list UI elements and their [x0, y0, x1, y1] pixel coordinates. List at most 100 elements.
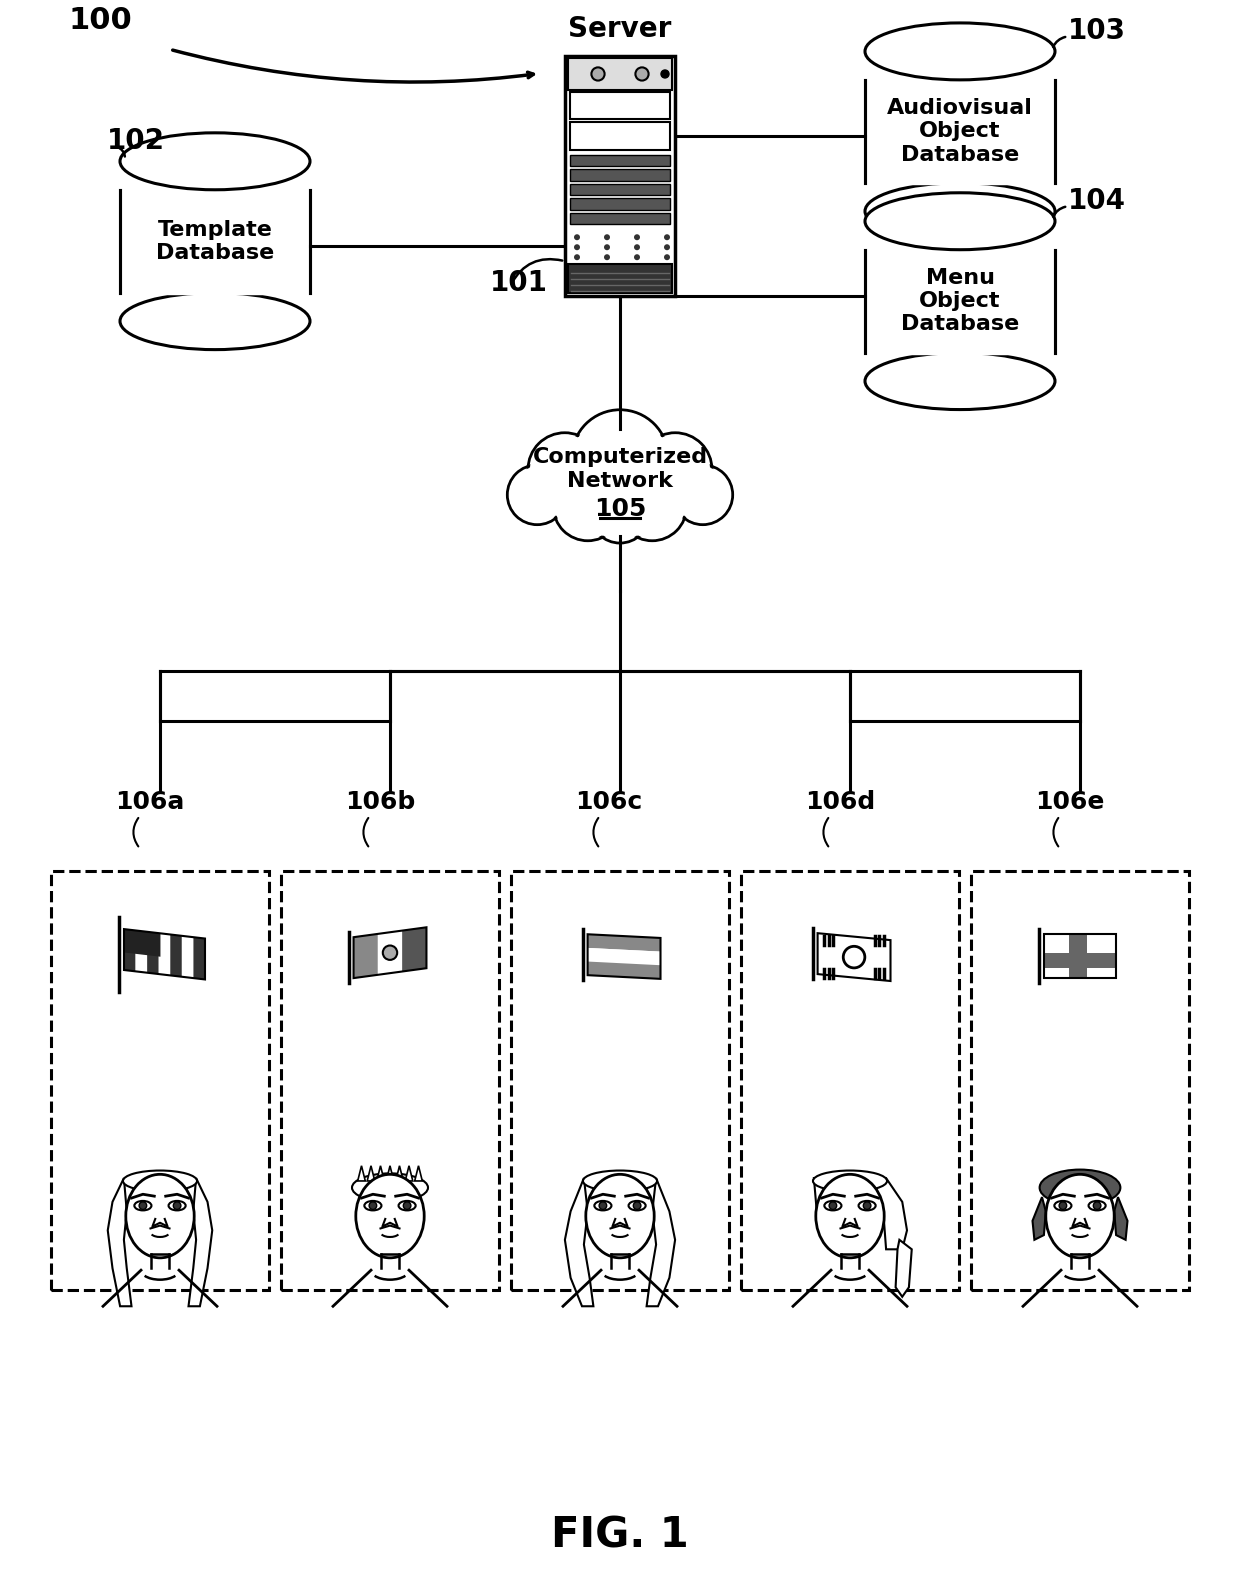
Ellipse shape: [1089, 1201, 1106, 1210]
FancyBboxPatch shape: [565, 57, 675, 297]
Polygon shape: [124, 929, 160, 956]
FancyBboxPatch shape: [570, 92, 670, 119]
FancyBboxPatch shape: [570, 170, 670, 181]
Circle shape: [574, 412, 666, 504]
Polygon shape: [124, 929, 135, 971]
Circle shape: [663, 244, 670, 251]
Ellipse shape: [858, 1201, 875, 1210]
Circle shape: [639, 433, 712, 506]
Ellipse shape: [816, 1174, 884, 1258]
Ellipse shape: [120, 133, 310, 190]
Circle shape: [590, 484, 650, 542]
Circle shape: [675, 466, 730, 523]
Polygon shape: [1033, 1197, 1045, 1240]
Ellipse shape: [356, 1174, 424, 1258]
Ellipse shape: [583, 1170, 657, 1191]
Ellipse shape: [169, 1201, 186, 1210]
Ellipse shape: [1039, 1169, 1121, 1205]
Ellipse shape: [634, 1202, 641, 1210]
Ellipse shape: [866, 352, 1055, 409]
Circle shape: [507, 465, 567, 525]
Circle shape: [640, 435, 711, 504]
Ellipse shape: [352, 1174, 428, 1202]
Ellipse shape: [398, 1201, 415, 1210]
Text: 106a: 106a: [115, 790, 185, 814]
Ellipse shape: [370, 1202, 377, 1210]
Ellipse shape: [123, 1170, 197, 1191]
Text: 102: 102: [107, 127, 165, 155]
Polygon shape: [1115, 1197, 1127, 1240]
Polygon shape: [866, 79, 1055, 182]
Ellipse shape: [863, 1202, 870, 1210]
Text: FIG. 1: FIG. 1: [551, 1515, 689, 1556]
Circle shape: [620, 474, 684, 539]
Polygon shape: [565, 1178, 594, 1307]
Ellipse shape: [1094, 1202, 1101, 1210]
Ellipse shape: [813, 1170, 887, 1191]
Polygon shape: [1069, 934, 1087, 979]
Polygon shape: [108, 1178, 131, 1307]
FancyBboxPatch shape: [281, 871, 498, 1291]
Polygon shape: [866, 249, 1055, 352]
Ellipse shape: [866, 193, 1055, 249]
Polygon shape: [1044, 953, 1116, 967]
FancyBboxPatch shape: [570, 184, 670, 195]
Text: Server: Server: [568, 16, 672, 43]
Ellipse shape: [139, 1202, 146, 1210]
Text: 100: 100: [68, 6, 131, 35]
Polygon shape: [120, 190, 310, 293]
Circle shape: [673, 465, 733, 525]
Polygon shape: [193, 937, 205, 980]
Circle shape: [574, 244, 580, 251]
Polygon shape: [895, 1240, 911, 1297]
Circle shape: [574, 254, 580, 260]
Circle shape: [528, 433, 601, 506]
FancyBboxPatch shape: [568, 265, 672, 293]
Polygon shape: [159, 933, 170, 975]
Polygon shape: [405, 1166, 413, 1182]
Circle shape: [663, 235, 670, 239]
Circle shape: [634, 235, 640, 239]
Polygon shape: [646, 1178, 675, 1307]
Circle shape: [591, 67, 605, 81]
FancyBboxPatch shape: [51, 871, 269, 1291]
Ellipse shape: [174, 1202, 181, 1210]
Polygon shape: [813, 1178, 906, 1250]
Ellipse shape: [629, 1201, 646, 1210]
Text: 105: 105: [594, 496, 646, 520]
Polygon shape: [367, 1166, 374, 1182]
Text: 106b: 106b: [345, 790, 415, 814]
Circle shape: [634, 254, 640, 260]
Polygon shape: [588, 934, 661, 952]
Text: 103: 103: [1068, 17, 1126, 46]
Circle shape: [574, 235, 580, 239]
Text: Audiovisual
Object
Database: Audiovisual Object Database: [887, 98, 1033, 165]
FancyBboxPatch shape: [568, 59, 672, 89]
Text: 106e: 106e: [1035, 790, 1105, 814]
Ellipse shape: [125, 1174, 195, 1258]
FancyBboxPatch shape: [570, 198, 670, 209]
Polygon shape: [1044, 934, 1116, 979]
Polygon shape: [353, 934, 378, 979]
Polygon shape: [588, 961, 661, 979]
Ellipse shape: [134, 1201, 151, 1210]
Text: Menu
Object
Database: Menu Object Database: [901, 268, 1019, 335]
Ellipse shape: [830, 1202, 837, 1210]
Text: 106d: 106d: [805, 790, 875, 814]
Ellipse shape: [120, 293, 310, 349]
Polygon shape: [135, 931, 148, 972]
Ellipse shape: [866, 22, 1055, 79]
Text: 101: 101: [490, 270, 548, 297]
Circle shape: [553, 471, 622, 541]
Ellipse shape: [594, 1201, 611, 1210]
Circle shape: [572, 409, 668, 506]
Ellipse shape: [1054, 1201, 1071, 1210]
Circle shape: [634, 244, 640, 251]
Text: 104: 104: [1068, 187, 1126, 216]
Polygon shape: [402, 928, 427, 972]
Circle shape: [604, 235, 610, 239]
Polygon shape: [588, 948, 661, 966]
FancyBboxPatch shape: [570, 122, 670, 149]
Polygon shape: [386, 1166, 394, 1182]
Circle shape: [635, 67, 649, 81]
